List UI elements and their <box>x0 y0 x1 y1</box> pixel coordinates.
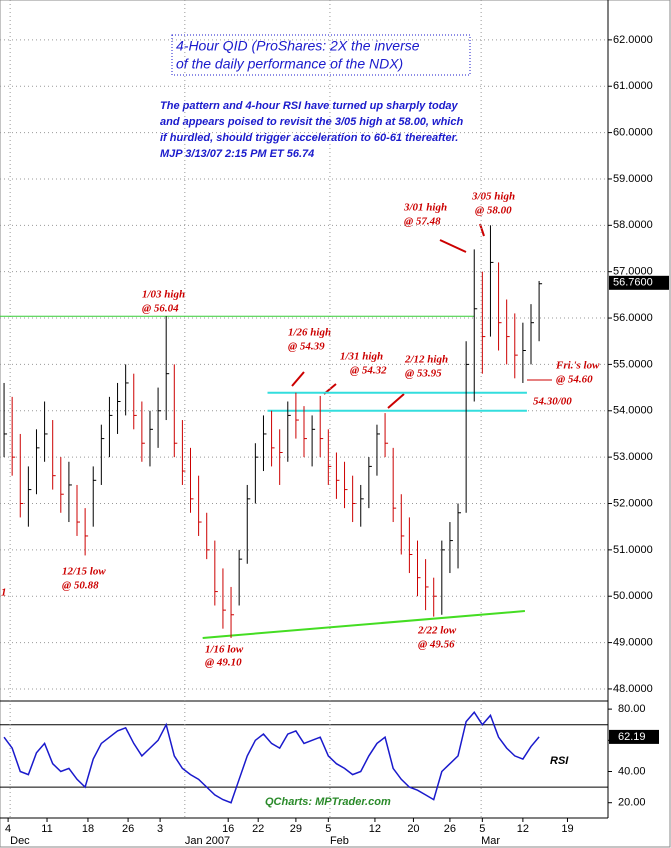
y-tick-label: 59.0000 <box>613 173 653 185</box>
comment: MJP 3/13/07 2:15 PM ET 56.74 <box>160 148 314 160</box>
y-tick-label: 48.0000 <box>613 683 653 695</box>
x-tick-label: 20 <box>407 823 419 835</box>
comment: if hurdled, should trigger acceleration … <box>160 132 458 144</box>
month-label: Jan 2007 <box>185 835 230 847</box>
y-tick-label: 53.0000 <box>613 451 653 463</box>
x-tick-label: 4 <box>5 823 11 835</box>
x-tick-label: 5 <box>325 823 331 835</box>
annotation: 1 <box>1 587 7 599</box>
annotation: 1/03 high <box>142 289 185 301</box>
y-tick-label: 58.0000 <box>613 219 653 231</box>
last-rsi-box <box>609 729 659 744</box>
y-tick-label: 60.0000 <box>613 127 653 139</box>
annotation: 1/26 high <box>288 327 331 339</box>
rsi-line <box>3 710 540 804</box>
month-label: Feb <box>330 835 349 847</box>
x-tick-label: 26 <box>444 823 456 835</box>
last-rsi-label: 62.19 <box>618 731 646 743</box>
comment: The pattern and 4-hour RSI have turned u… <box>160 100 459 112</box>
annotation: @ 54.32 <box>350 365 387 377</box>
y-tick-label: 55.0000 <box>613 358 653 370</box>
x-tick-label: 3 <box>157 823 163 835</box>
annotation: 3/01 high <box>403 202 447 214</box>
last-price-label: 56.7600 <box>613 277 653 289</box>
x-tick-label: 5 <box>479 823 485 835</box>
y-tick-label: 50.0000 <box>613 590 653 602</box>
annotation: 2/22 low <box>417 625 457 637</box>
x-tick-label: 12 <box>517 823 529 835</box>
last-price-box <box>609 275 669 290</box>
x-tick-label: 12 <box>369 823 381 835</box>
y-tick-label: 54.0000 <box>613 405 653 417</box>
x-tick-label: 26 <box>122 823 134 835</box>
annotation: @ 54.39 <box>288 341 325 353</box>
annotation: 54.30/00 <box>533 396 572 408</box>
annotation: @ 49.56 <box>418 639 455 651</box>
x-tick-label: 16 <box>222 823 234 835</box>
annotation: Fri.'s low <box>555 360 600 372</box>
annotation: @ 57.48 <box>404 216 441 228</box>
annotation: @ 53.95 <box>405 368 442 380</box>
title: of the daily performance of the NDX) <box>176 56 403 72</box>
y-tick-label: 61.0000 <box>613 80 653 92</box>
annotation: @ 58.00 <box>475 205 512 217</box>
y-tick-label: 49.0000 <box>613 636 653 648</box>
x-tick-label: 19 <box>561 823 573 835</box>
annotation: 1/31 high <box>340 351 383 363</box>
x-tick-label: 11 <box>41 823 52 835</box>
y-tick-label: 57.0000 <box>613 266 653 278</box>
source: QCharts: MPTrader.com <box>265 796 391 808</box>
arrow <box>387 393 405 409</box>
x-tick-label: 18 <box>82 823 94 835</box>
annotation: @ 50.88 <box>62 580 99 592</box>
annotation: @ 49.10 <box>205 657 242 669</box>
annotation: 1/16 low <box>205 644 244 656</box>
y-tick-label: 56.0000 <box>613 312 653 324</box>
y-tick-label: 52.0000 <box>613 497 653 509</box>
rsi-tick-label: 40.00 <box>618 765 646 777</box>
comment: and appears poised to revisit the 3/05 h… <box>160 116 463 128</box>
arrow <box>439 239 467 253</box>
annotations: 1/03 high @ 56.04 12/15 low @ 50.88 1/16… <box>1 191 600 669</box>
annotation: @ 56.04 <box>142 303 179 315</box>
annotation: 12/15 low <box>62 566 106 578</box>
title: 4-Hour QID (ProShares: 2X the inverse <box>176 38 420 54</box>
month-label: Mar <box>481 835 500 847</box>
title-box <box>171 34 471 76</box>
rsi-tick-label: 80.00 <box>618 703 646 715</box>
x-tick-label: 22 <box>252 823 264 835</box>
rsi-label: RSI <box>550 755 569 767</box>
trend-line <box>202 610 525 639</box>
month-label: Dec <box>10 835 30 847</box>
annotation: 3/05 high <box>471 191 515 203</box>
annotation: 2/12 high <box>404 354 448 366</box>
x-tick-label: 29 <box>290 823 302 835</box>
arrow <box>479 223 485 237</box>
arrow <box>291 371 305 387</box>
annotation: @ 54.60 <box>556 374 593 386</box>
rsi-tick-label: 20.00 <box>618 797 646 809</box>
y-tick-label: 62.0000 <box>613 34 653 46</box>
y-tick-label: 51.0000 <box>613 544 653 556</box>
